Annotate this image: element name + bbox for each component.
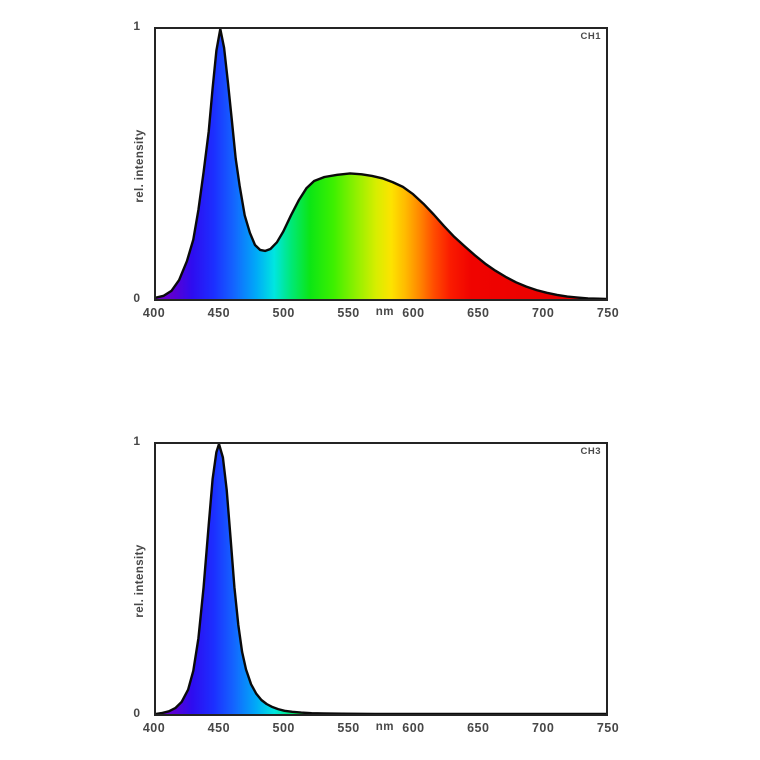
spectrum-curve-line [156,29,606,299]
chart-ch1: 1 0 rel. intensity CH1 400 450 500 550 600 65… [0,0,760,345]
x-tick-label: 600 [402,306,425,320]
y-axis-label: rel. intensity [134,544,146,618]
y-tick-max: 1 [133,434,140,448]
spectrum-chart-svg [156,444,606,714]
y-axis-label: rel. intensity [134,129,146,203]
x-tick-label: 550 [337,721,360,735]
spectrum-area-fill [156,29,606,299]
chart-ch3: 1 0 rel. intensity CH3 400 450 500 550 600 65… [0,415,760,760]
x-axis: 400 450 500 550 600 650 700 750 nm [0,306,760,326]
x-axis-unit-label: nm [375,306,395,318]
plot-area: CH1 [154,27,608,301]
x-tick-label: 700 [531,721,555,735]
x-axis-unit-label: nm [375,721,395,733]
x-tick-label: 400 [142,306,166,320]
channel-label: CH3 [580,446,601,457]
plot-area: CH3 [154,442,608,716]
x-tick-label: 650 [467,306,490,320]
x-tick-label: 400 [142,721,166,735]
y-tick-min: 0 [133,291,140,305]
x-tick-label: 700 [531,306,555,320]
x-tick-label: 750 [596,721,620,735]
x-tick-label: 450 [207,721,231,735]
x-axis: 400 450 500 550 600 650 700 750 nm [0,721,760,741]
x-tick-label: 500 [272,721,295,735]
x-tick-label: 750 [596,306,620,320]
spectrum-curve-line [156,444,606,714]
x-tick-label: 450 [207,306,231,320]
x-tick-label: 600 [402,721,425,735]
channel-label: CH1 [580,31,601,42]
y-tick-max: 1 [133,19,140,33]
x-tick-label: 650 [467,721,490,735]
y-tick-min: 0 [133,706,140,720]
spectrum-chart-svg [156,29,606,299]
x-tick-label: 550 [337,306,360,320]
x-tick-label: 500 [272,306,295,320]
spectrum-area-fill [156,444,606,714]
